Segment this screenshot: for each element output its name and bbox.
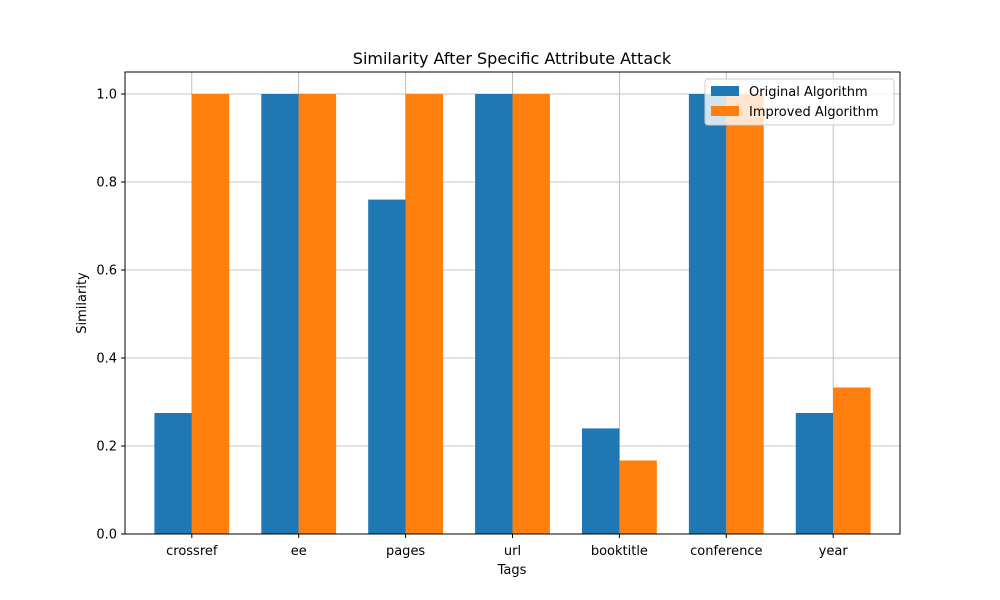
bar-original-crossref [154,413,192,534]
x-tick-label: url [504,544,521,559]
y-tick-label: 0.8 [96,176,117,191]
y-axis-label: Similarity [75,272,90,334]
x-axis-label: Tags [497,563,527,578]
bar-original-pages [368,199,406,534]
legend-label: Original Algorithm [749,85,868,100]
bar-original-year [795,413,834,534]
bar-improved-booktitle [619,460,657,534]
x-tick-label: year [819,544,849,559]
y-axis: 0.0 0.2 0.4 0.6 0.8 1.0 [96,88,125,543]
bar-improved-url [512,94,550,534]
bar-original-ee [261,94,299,534]
bar-original-url [475,94,513,534]
legend-swatch [711,106,739,116]
bar-original-booktitle [581,428,620,534]
x-tick-label: conference [690,544,762,559]
y-tick-label: 0.0 [96,528,117,543]
y-tick-label: 1.0 [96,88,117,103]
x-axis: crossref ee pages url booktitle conference yea… [166,534,848,559]
chart-title: Similarity After Specific Attribute Atta… [353,49,672,68]
y-tick-label: 0.4 [96,352,117,367]
y-tick-label: 0.6 [96,264,117,279]
bar-improved-year [833,387,871,534]
x-tick-label: crossref [166,544,218,559]
y-tick-label: 0.2 [96,440,117,455]
x-tick-label: pages [386,544,425,559]
legend-box [704,78,895,126]
bar-improved-pages [405,94,444,534]
bar-improved-ee [298,94,337,534]
bars [154,94,871,534]
legend-swatch [711,86,739,96]
legend: Original Algorithm Improved Algorithm [704,78,895,126]
x-tick-label: ee [291,544,307,559]
bar-improved-conference [726,94,764,534]
legend-label: Improved Algorithm [749,105,879,120]
bar-improved-crossref [191,94,230,534]
bar-original-conference [688,94,727,534]
x-tick-label: booktitle [591,544,648,559]
